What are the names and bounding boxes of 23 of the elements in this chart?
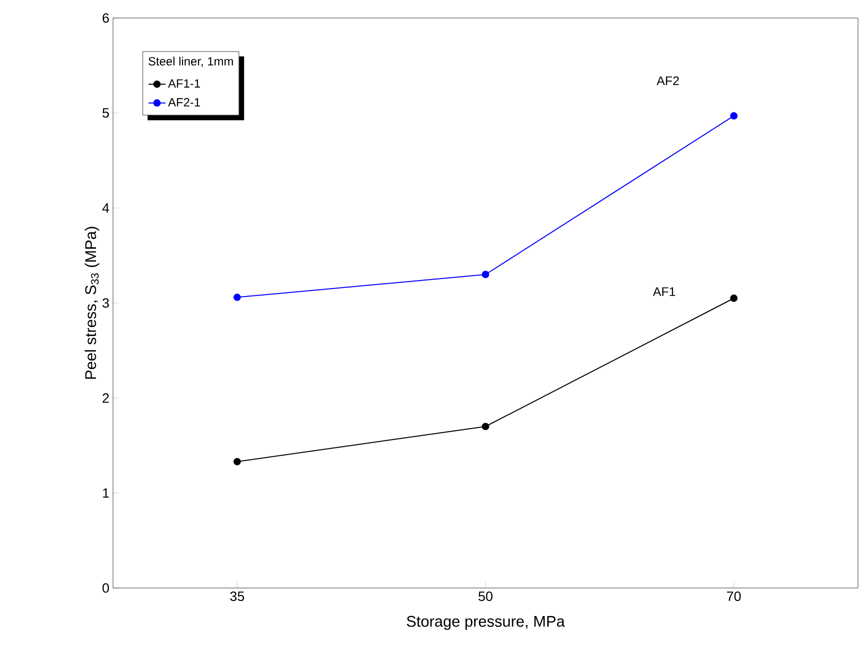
y-axis-title: Peel stress, S$_{33}$ (MPa) bbox=[84, 226, 100, 379]
point bbox=[482, 422, 490, 430]
annotation: AF2 bbox=[656, 76, 679, 86]
point bbox=[730, 112, 738, 120]
y-tick-label: 0 bbox=[102, 583, 109, 593]
y-tick-label: 6 bbox=[102, 13, 109, 23]
x-axis-title: Storage pressure, MPa bbox=[406, 616, 565, 630]
y-tick-label: 4 bbox=[102, 203, 110, 213]
x-tick-label: 70 bbox=[727, 592, 741, 602]
point bbox=[233, 458, 241, 466]
x-tick-label: 50 bbox=[478, 592, 492, 602]
legend-label: AF1-1 bbox=[168, 79, 200, 88]
point bbox=[730, 294, 738, 302]
legend-title: Steel liner, 1mm bbox=[148, 56, 233, 67]
y-tick-label: 2 bbox=[102, 393, 109, 403]
point bbox=[482, 270, 490, 278]
annotation: AF1 bbox=[652, 287, 676, 296]
y-tick-label: 3 bbox=[102, 298, 109, 308]
point bbox=[233, 294, 241, 301]
legend-label: AF2-1 bbox=[168, 98, 200, 106]
y-tick-label: 5 bbox=[102, 108, 109, 118]
y-tick-label: 1 bbox=[103, 488, 109, 498]
x-tick-label: 35 bbox=[230, 592, 244, 602]
